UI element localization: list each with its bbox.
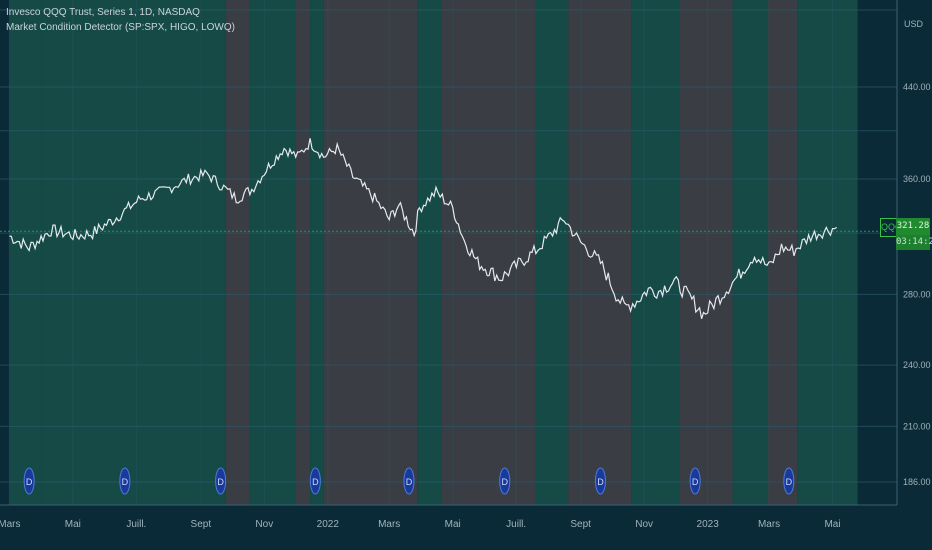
dividend-label: D [26,477,33,487]
condition-band-bull [200,0,226,505]
x-tick-label: Mars [378,519,400,530]
x-tick-label: Juill. [126,519,146,530]
x-tick-label: Mai [445,519,461,530]
y-tick-label: 360.00 [903,174,931,184]
dividend-label: D [692,477,699,487]
dividend-badge[interactable] [689,467,701,495]
condition-band-bear [225,0,250,505]
last-price-label: 321.28 [896,218,930,235]
x-tick-label: Mars [0,519,20,530]
x-tick-label: Mars [758,519,780,530]
time-axis-panel [0,505,932,550]
dividend-marker[interactable]: D [783,467,795,495]
x-tick-label: 2022 [317,519,340,530]
dividend-badge[interactable] [23,467,35,495]
x-tick-label: Juill. [506,519,526,530]
dividend-label: D [217,477,224,487]
dividend-badge[interactable] [215,467,227,495]
x-tick-label: Mai [824,519,840,530]
condition-band-bull [417,0,442,505]
condition-band-bull [249,0,296,505]
price-axis-panel [897,0,932,550]
y-tick-label: 240.00 [903,360,931,370]
dividend-label: D [501,477,508,487]
dividend-badge[interactable] [309,467,321,495]
condition-band-bear [323,0,418,505]
dividend-label: D [312,477,319,487]
dividend-badge[interactable] [403,467,415,495]
dividend-badge[interactable] [594,467,606,495]
dividend-marker[interactable]: D [499,467,511,495]
price-series [9,138,838,319]
condition-band-bull [732,0,769,505]
y-tick-label: 440.00 [903,82,931,92]
dividend-marker[interactable]: D [309,467,321,495]
dividend-marker[interactable]: D [594,467,606,495]
dividend-badge[interactable] [119,467,131,495]
y-tick-label: 280.00 [903,289,931,299]
x-tick-label: Nov [255,519,273,530]
dividend-marker[interactable]: D [689,467,701,495]
y-tick-label: 186.00 [903,477,931,487]
x-tick-label: Sept [191,519,212,530]
dividend-label: D [122,477,129,487]
dividend-marker[interactable]: D [23,467,35,495]
x-tick-label: Mai [65,519,81,530]
dividend-marker[interactable]: D [403,467,415,495]
x-tick-label: Sept [570,519,591,530]
dividend-badge[interactable] [783,467,795,495]
x-tick-label: Nov [635,519,653,530]
x-tick-label: 2023 [697,519,720,530]
condition-band-bear [441,0,536,505]
dividend-label: D [406,477,413,487]
dividend-label: D [786,477,793,487]
dividend-badge[interactable] [499,467,511,495]
price-line [9,138,838,319]
condition-band-bull [797,0,858,505]
price-axis-unit: USD [904,19,924,29]
future-area [857,0,897,505]
dividend-label: D [597,477,604,487]
condition-band-bull [535,0,569,505]
dividend-marker[interactable]: D [215,467,227,495]
condition-band-bull [9,0,42,505]
condition-band-bear [568,0,632,505]
y-tick-label: 210.00 [903,421,931,431]
dividend-marker[interactable]: D [119,467,131,495]
condition-band-bear [768,0,798,505]
chart-legend: Invesco QQQ Trust, Series 1, 1D, NASDAQ … [6,5,235,35]
countdown-label: 03:14:26 [896,235,932,250]
grid-lines [0,0,897,505]
condition-band-bear [679,0,733,505]
condition-band-bull [310,0,324,505]
condition-band-bull [631,0,680,505]
condition-bands [9,0,897,505]
indicator-title: Market Condition Detector (SP:SPX, HIGO,… [6,22,235,33]
condition-band-bull [41,0,201,505]
condition-band-bear [295,0,311,505]
symbol-title: Invesco QQQ Trust, Series 1, 1D, NASDAQ [6,7,200,18]
